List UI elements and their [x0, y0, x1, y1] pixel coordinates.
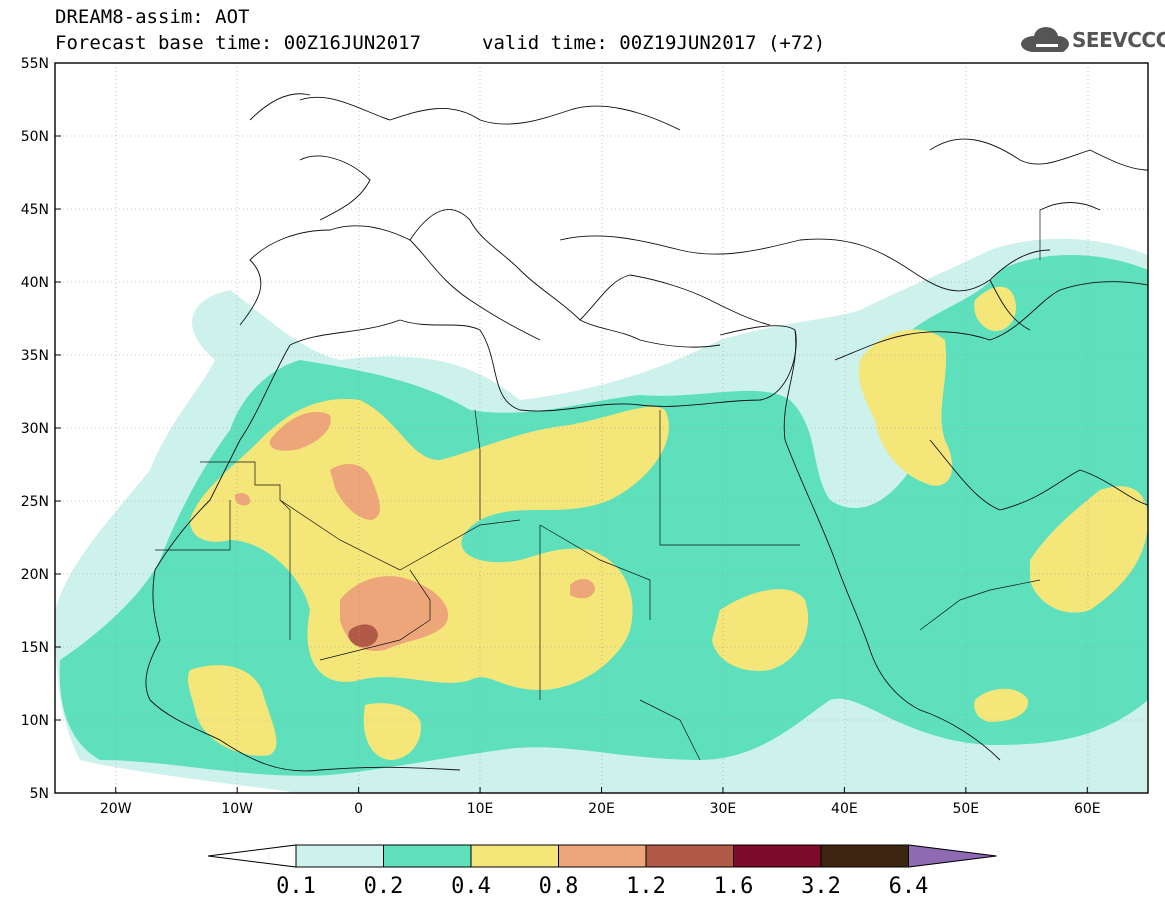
aot-level-0.8: [330, 464, 380, 520]
lon-label: 50E: [952, 801, 979, 817]
colorbar-label: 0.1: [276, 874, 316, 899]
lon-label: 20E: [588, 801, 615, 817]
lat-label: 50N: [21, 129, 49, 145]
aot-level-0.4: [974, 688, 1029, 722]
colorbar-label: 0.4: [451, 874, 491, 899]
graticule: [55, 63, 1148, 793]
coastlines: [145, 93, 1148, 772]
lat-label: 20N: [21, 567, 49, 583]
lon-label: 30E: [710, 801, 737, 817]
aot-level-0.4: [1030, 486, 1148, 613]
aot-level-0.4: [187, 665, 277, 756]
aot-level-1.2: [348, 624, 378, 647]
lon-label: 0: [354, 801, 363, 817]
aot-level-0.8: [269, 411, 331, 451]
seevccc-logo: [1021, 27, 1069, 52]
lat-label: 25N: [21, 494, 49, 510]
colorbar-swatch: [470, 844, 559, 868]
cloud-icon: [1021, 27, 1069, 52]
aot-level-0.4: [190, 399, 669, 690]
lat-label: 55N: [21, 56, 49, 72]
colorbar-swatch: [295, 844, 384, 868]
colorbar-low-arrow: [207, 844, 297, 868]
colorbar-swatch: [645, 844, 734, 868]
colorbar-swatch: [733, 844, 822, 868]
colorbar-high-arrow: [908, 844, 997, 868]
colorbar-label: 1.6: [714, 874, 754, 899]
forecast-base-time: Forecast base time: 00Z16JUN2017: [55, 32, 422, 54]
aot-level-0.8: [235, 492, 251, 506]
colorbar-label: 0.8: [539, 874, 579, 899]
colorbar-label: 0.2: [364, 874, 404, 899]
aot-level-0.4: [974, 286, 1016, 331]
aot-level-0.4: [363, 703, 421, 760]
colorbar-swatch: [820, 844, 909, 868]
lon-label: 10E: [467, 801, 494, 817]
colorbar-swatch: [558, 844, 647, 868]
lon-axis: 20W 10W 0 10E 20E 30E 40E 50E 60E: [100, 787, 1101, 817]
colorbar: 0.1 0.2 0.4 0.8 1.2 1.6 3.2 6.4: [207, 844, 997, 899]
lat-label: 40N: [21, 275, 49, 291]
logo-text: SEEVCCC: [1072, 28, 1165, 52]
lon-label: 20W: [100, 801, 132, 817]
lat-label: 45N: [21, 202, 49, 218]
lat-label: 5N: [30, 786, 49, 802]
aot-level-0.4: [858, 329, 953, 486]
aot-field: [55, 238, 1148, 793]
lat-label: 15N: [21, 640, 49, 656]
colorbar-label: 6.4: [889, 874, 929, 899]
lon-label: 40E: [831, 801, 858, 817]
lat-label: 10N: [21, 713, 49, 729]
lon-label: 60E: [1074, 801, 1101, 817]
lat-label: 30N: [21, 421, 49, 437]
lat-axis: 55N 50N 45N 40N 35N 30N 25N 20N 15N 10N 5N: [21, 56, 61, 802]
country-borders: [155, 210, 1041, 761]
lon-label: 10W: [221, 801, 253, 817]
map-title: DREAM8-assim: AOT: [55, 6, 250, 28]
aot-level-0.8: [570, 578, 595, 599]
colorbar-label: 1.2: [626, 874, 666, 899]
colorbar-label: 3.2: [801, 874, 841, 899]
valid-time: valid time: 00Z19JUN2017 (+72): [482, 32, 826, 54]
lat-label: 35N: [21, 348, 49, 364]
map-panel: [54, 62, 1149, 794]
colorbar-swatch: [383, 844, 472, 868]
aot-level-0.4: [712, 589, 809, 671]
